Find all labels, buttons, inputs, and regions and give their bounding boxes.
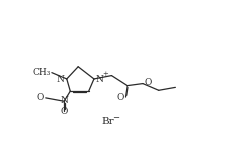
Text: O: O	[116, 93, 123, 102]
Text: −: −	[112, 114, 119, 122]
Text: O: O	[60, 107, 68, 116]
Text: N: N	[95, 75, 103, 84]
Text: O: O	[37, 93, 44, 102]
Text: O: O	[144, 78, 151, 87]
Text: +: +	[102, 70, 108, 78]
Text: N: N	[56, 75, 64, 84]
Text: Br: Br	[101, 117, 114, 125]
Text: CH₃: CH₃	[32, 68, 50, 77]
Text: N: N	[60, 96, 68, 105]
